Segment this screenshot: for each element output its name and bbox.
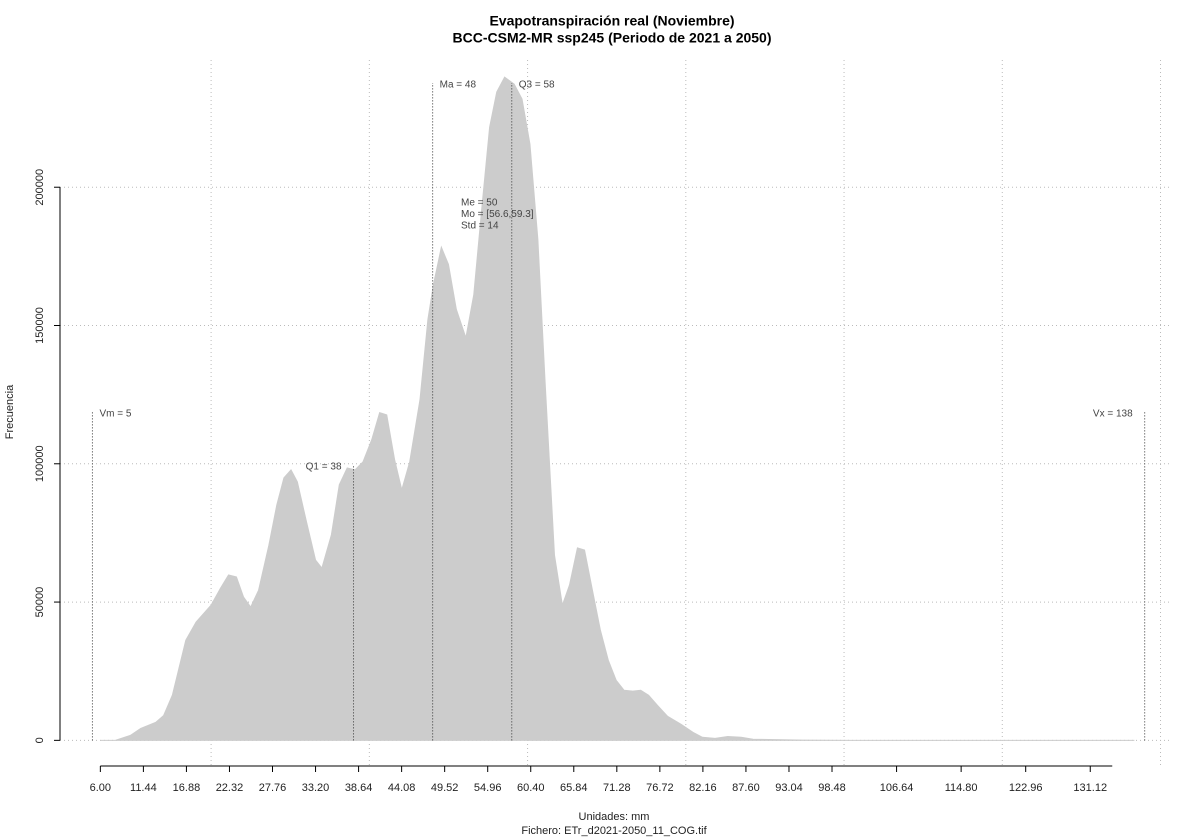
marker-label: Vm = 5 — [99, 408, 131, 419]
x-tick-label: 33.20 — [302, 782, 330, 794]
x-tick-label: 71.28 — [603, 782, 631, 794]
x-tick-label: 131.12 — [1073, 782, 1107, 794]
y-tick-label: 0 — [34, 737, 46, 743]
y-tick-label: 150000 — [34, 307, 46, 344]
x-tick-label: 38.64 — [345, 782, 373, 794]
stat-label: Me = 50 — [461, 198, 498, 209]
x-tick-label: 106.64 — [880, 782, 914, 794]
marker-label: Ma = 48 — [440, 80, 477, 91]
density-area — [100, 76, 1135, 741]
x-tick-label: 93.04 — [775, 782, 803, 794]
chart-subtitle: BCC-CSM2-MR ssp245 (Periodo de 2021 a 20… — [453, 30, 772, 46]
marker-label: Q3 = 58 — [519, 80, 555, 91]
x-tick-label: 98.48 — [818, 782, 846, 794]
x-tick-label: 16.88 — [173, 782, 201, 794]
x-tick-label: 87.60 — [732, 782, 760, 794]
x-tick-label: 49.52 — [431, 782, 459, 794]
x-axis-label: Unidades: mm — [579, 811, 650, 823]
x-tick-label: 54.96 — [474, 782, 502, 794]
marker-label: Q1 = 38 — [306, 462, 342, 473]
y-tick-label: 100000 — [34, 445, 46, 482]
x-tick-label: 76.72 — [646, 782, 674, 794]
marker-label: Vx = 138 — [1093, 408, 1133, 419]
stat-label: Std = 14 — [461, 221, 499, 232]
x-tick-label: 122.96 — [1009, 782, 1043, 794]
y-tick-label: 50000 — [34, 587, 46, 618]
x-tick-label: 44.08 — [388, 782, 416, 794]
stat-label: Mo = [56.6,59.3] — [461, 209, 534, 220]
x-tick-label: 6.00 — [90, 782, 111, 794]
x-tick-label: 65.84 — [560, 782, 588, 794]
x-tick-label: 27.76 — [259, 782, 287, 794]
y-axis-label: Frecuencia — [4, 384, 16, 439]
caption: Fichero: ETr_d2021-2050_11_COG.tif — [521, 825, 707, 837]
y-tick-label: 200000 — [34, 169, 46, 206]
chart-title: Evapotranspiración real (Noviembre) — [489, 13, 734, 29]
x-tick-label: 82.16 — [689, 782, 717, 794]
x-tick-label: 11.44 — [130, 782, 157, 794]
x-tick-label: 60.40 — [517, 782, 545, 794]
x-tick-label: 22.32 — [216, 782, 244, 794]
x-tick-label: 114.80 — [945, 782, 978, 794]
